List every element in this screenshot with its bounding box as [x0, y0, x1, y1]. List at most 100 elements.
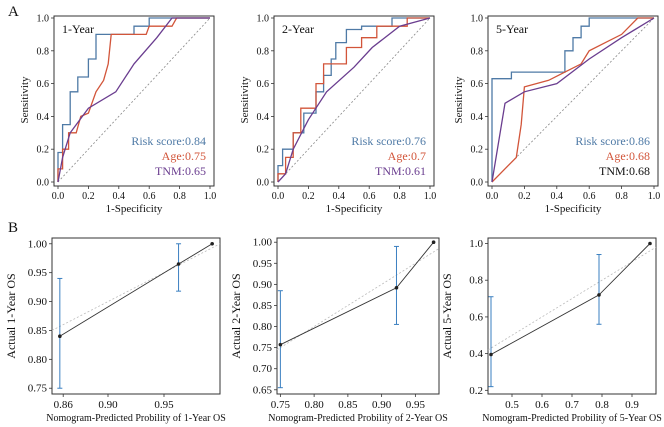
y-tick-label: 1.00	[253, 237, 273, 249]
y-tick-label: 0.95	[253, 258, 273, 270]
y-tick-label: 0.6	[257, 79, 270, 90]
legend-entry: Age:0.68	[606, 149, 650, 163]
roc-curve-tnm	[277, 17, 431, 183]
legend-entry: TNM:0.68	[599, 164, 650, 178]
plot-frame	[51, 237, 221, 395]
y-axis-label: Actual 1-Year OS	[4, 273, 18, 358]
x-tick-label: 0.95	[154, 399, 174, 411]
y-tick-label: 1.00	[28, 238, 48, 250]
roc-curve-age	[57, 17, 210, 182]
y-tick-label: 0.0	[37, 178, 50, 189]
y-tick-label: 0.90	[253, 279, 273, 291]
legend-entry: Risk score:0.76	[351, 134, 426, 148]
calibration-point	[648, 241, 652, 246]
x-tick-label: 0.90	[372, 399, 392, 411]
y-tick-label: 0.80	[28, 354, 48, 366]
x-tick-label: 0.8	[615, 191, 628, 202]
y-tick-label: 0.65	[253, 384, 273, 396]
plot-frame	[487, 237, 657, 395]
chart-title: 1-Year	[62, 22, 94, 36]
x-tick-label: 1.0	[204, 191, 217, 202]
x-tick-label: 0.7	[565, 399, 579, 411]
y-tick-label: 0.80	[253, 321, 273, 333]
chart-title: 5-Year	[496, 22, 528, 36]
calibration-point	[597, 293, 601, 297]
x-tick-label: 0.6	[143, 191, 156, 202]
panel-label-b: B	[8, 220, 18, 236]
roc-curve-risk-score	[491, 17, 654, 182]
x-axis-label: 1-Specificity	[545, 203, 602, 215]
roc-1-year: 0.0 0.2 0.4 0.6 0.8 1.0 0.0 0.2 0.4 0.6 0.8 1.0 1-Ye…	[19, 14, 216, 216]
y-tick-label: 0.8	[37, 46, 50, 57]
legend-entry: Risk score:0.84	[131, 134, 206, 148]
y-axis-label: Actual 5-Year OS	[440, 273, 454, 358]
y-tick-label: 0.2	[469, 385, 483, 397]
y-tick-label: 0.6	[469, 311, 483, 323]
calibration-point	[58, 334, 62, 339]
calibration-line	[59, 243, 213, 337]
x-tick-label: 0.0	[486, 191, 499, 202]
y-tick-label: 0.4	[471, 112, 484, 123]
legend-entry: TNM:0.61	[375, 164, 426, 178]
y-axis-label: Sensitivity	[239, 76, 251, 124]
x-tick-label: 1.0	[424, 191, 437, 202]
x-tick-label: 0.8	[595, 399, 609, 411]
plot-frame	[273, 15, 435, 187]
legend-entry: Age:0.7	[388, 149, 426, 163]
x-tick-label: 0.0	[272, 191, 285, 202]
calibration-point	[489, 352, 493, 357]
x-axis-label: Nomogram-Predicted Probility of 2-Year O…	[268, 413, 448, 424]
x-tick-label: 0.6	[583, 191, 596, 202]
legend-entry: Risk score:0.86	[575, 134, 650, 148]
y-axis-label: Actual 2-Year OS	[229, 273, 243, 358]
legend-entry: Age:0.75	[162, 149, 206, 163]
y-tick-label: 0.8	[469, 275, 483, 287]
y-tick-label: 0.2	[471, 145, 484, 156]
calibration-point	[210, 241, 214, 246]
roc-curve-tnm	[491, 17, 655, 183]
x-tick-label: 0.95	[406, 399, 426, 411]
x-tick-label: 0.8	[393, 191, 406, 202]
ideal-line	[487, 246, 657, 351]
x-axis-label: Nomogram-Predicted Probility of 5-Year O…	[482, 413, 662, 424]
chart-title: 2-Year	[282, 22, 314, 36]
x-tick-label: 0.80	[305, 399, 325, 411]
x-tick-label: 0.6	[363, 191, 376, 202]
calibration-point	[394, 285, 399, 290]
x-tick-label: 0.4	[333, 191, 346, 202]
y-tick-label: 0.2	[257, 145, 270, 156]
y-axis-label: Sensitivity	[19, 76, 31, 124]
x-tick-label: 0.4	[113, 191, 126, 202]
y-tick-label: 0.0	[471, 178, 484, 189]
x-tick-label: 0.2	[518, 191, 531, 202]
x-tick-label: 0.90	[98, 399, 118, 411]
y-tick-label: 0.85	[28, 325, 48, 337]
calibration-point	[431, 240, 436, 245]
legend-entry: TNM:0.65	[155, 164, 206, 178]
x-tick-label: 0.85	[338, 399, 358, 411]
y-tick-label: 0.95	[28, 267, 48, 279]
calibration-point	[278, 342, 283, 347]
y-axis-label: Sensitivity	[453, 76, 465, 124]
x-tick-label: 0.86	[54, 399, 74, 411]
x-tick-label: 0.6	[535, 399, 549, 411]
roc-curve-risk-score	[57, 17, 210, 182]
roc-curve-age	[491, 17, 654, 183]
plot-frame	[276, 237, 440, 395]
ideal-line	[51, 243, 221, 331]
x-tick-label: 0.8	[173, 191, 186, 202]
calibration-line	[280, 241, 434, 346]
roc-2-year: 0.0 0.2 0.4 0.6 0.8 1.0 0.0 0.2 0.4 0.6 0.8 1.0 2-Ye…	[239, 14, 436, 216]
roc-curve-age	[277, 17, 430, 182]
y-tick-label: 0.70	[253, 363, 273, 375]
y-tick-label: 1.0	[469, 238, 483, 250]
x-tick-label: 0.5	[505, 399, 519, 411]
y-tick-label: 0.4	[257, 112, 270, 123]
x-axis-label: 1-Specificity	[326, 203, 383, 215]
calibration-1-year: 0.86 0.90 0.95 0.75 0.80 0.85 0.90 0.95 1.00 Nomo…	[4, 237, 226, 424]
y-tick-label: 0.4	[469, 348, 483, 360]
y-tick-label: 0.0	[257, 178, 270, 189]
calibration-2-year: 0.75 0.80 0.85 0.90 0.95 0.65 0.70 0.75 0.80 0.85…	[229, 237, 448, 424]
y-tick-label: 1.0	[257, 14, 270, 25]
